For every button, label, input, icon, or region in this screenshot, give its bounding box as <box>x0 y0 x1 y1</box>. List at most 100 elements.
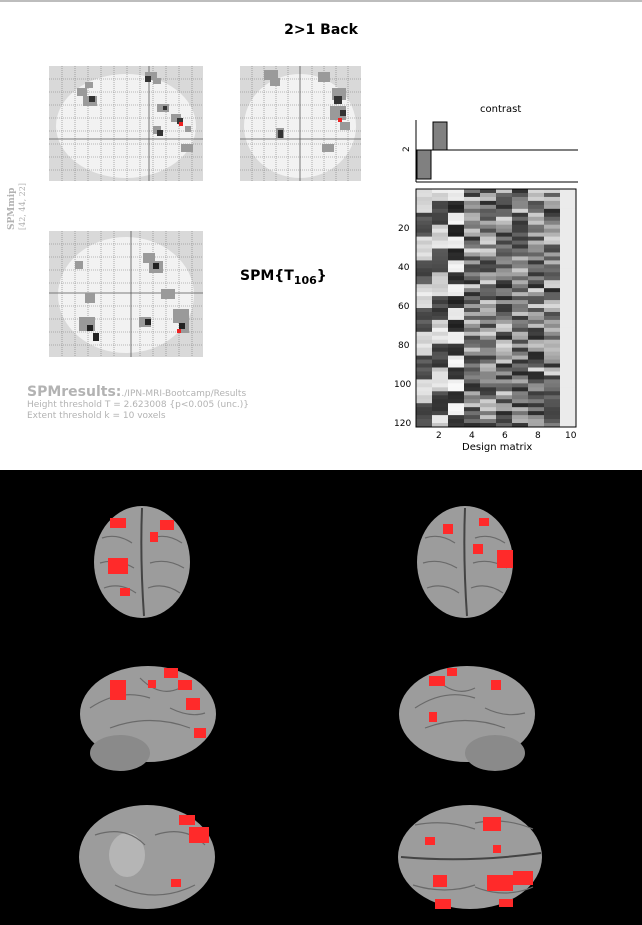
design-matrix-cell <box>432 407 449 412</box>
design-matrix-cell <box>480 204 497 210</box>
design-matrix-cell <box>560 292 577 297</box>
design-matrix-cell <box>528 331 545 337</box>
design-matrix-cell <box>464 240 481 246</box>
design-matrix-cell <box>448 311 465 317</box>
design-matrix-cell <box>464 276 481 281</box>
design-matrix-cell <box>544 260 561 265</box>
design-matrix-cell <box>528 415 545 420</box>
design-matrix-cell <box>416 204 433 210</box>
design-matrix-cell <box>416 244 433 249</box>
design-matrix-cell <box>512 240 529 246</box>
design-matrix-cell <box>480 331 497 337</box>
design-matrix-cell <box>432 383 449 388</box>
design-matrix-cell <box>464 383 481 388</box>
design-matrix-cell <box>432 308 449 313</box>
design-matrix-cell <box>448 240 465 246</box>
design-matrix-cell <box>480 260 497 265</box>
design-matrix-cell <box>480 411 497 416</box>
design-matrix-cell <box>496 292 513 297</box>
brain-render-icon <box>417 506 513 618</box>
design-matrix-cell <box>432 228 449 234</box>
design-matrix-cell <box>432 311 449 317</box>
design-matrix-cell <box>560 300 577 305</box>
design-matrix-cell <box>528 335 545 341</box>
design-matrix-cell <box>432 292 449 297</box>
design-matrix-cell <box>448 375 465 380</box>
design-matrix-cell <box>480 347 497 353</box>
design-matrix-cell <box>544 196 561 202</box>
design-matrix-cell <box>432 256 449 261</box>
design-matrix-cell <box>528 292 545 297</box>
design-matrix-cell <box>560 339 577 345</box>
design-matrix-cell <box>416 315 433 321</box>
design-matrix-cell <box>416 236 433 242</box>
design-matrix-cell <box>464 399 481 404</box>
design-matrix-cell <box>496 208 513 214</box>
design-matrix-cell <box>496 375 513 380</box>
design-matrix-cell <box>544 315 561 321</box>
design-matrix-cell <box>416 379 433 384</box>
design-matrix-cell <box>512 248 529 253</box>
design-matrix-cell <box>432 339 449 345</box>
design-matrix-cell <box>448 256 465 261</box>
design-matrix-cell <box>560 192 577 198</box>
design-matrix-cell <box>528 284 545 289</box>
design-matrix-cell <box>480 415 497 420</box>
design-matrix-cell <box>512 304 529 309</box>
dm-ytick: 100 <box>394 380 411 390</box>
design-matrix-cell <box>496 280 513 285</box>
design-matrix-cell <box>464 379 481 384</box>
design-matrix-cell <box>560 331 577 337</box>
design-matrix-cell <box>528 232 545 238</box>
results-label: SPMresults: <box>27 384 122 400</box>
design-matrix-cell <box>416 220 433 226</box>
design-matrix-cell <box>480 323 497 329</box>
design-matrix-cell <box>560 252 577 257</box>
design-matrix-cell <box>480 327 497 333</box>
contrast-ytick: 2 <box>402 146 412 152</box>
design-matrix-cell <box>512 355 529 361</box>
design-matrix-cell <box>448 196 465 202</box>
design-matrix-cell <box>464 208 481 214</box>
design-matrix-cell <box>544 240 561 246</box>
design-matrix-cell <box>448 232 465 238</box>
design-matrix-cell <box>512 232 529 238</box>
design-matrix-cell <box>432 399 449 404</box>
design-matrix-cell <box>496 200 513 206</box>
design-matrix-cell <box>560 212 577 218</box>
design-matrix-cell <box>416 192 433 198</box>
design-matrix-cell <box>416 331 433 337</box>
design-matrix-cell <box>432 419 449 424</box>
design-matrix-cell <box>496 244 513 249</box>
design-matrix-cell <box>544 296 561 301</box>
design-matrix-cell <box>448 339 465 345</box>
design-matrix-cell <box>432 284 449 289</box>
design-matrix-cell <box>560 395 577 400</box>
design-matrix-cell <box>496 371 513 376</box>
design-matrix-cell <box>528 256 545 261</box>
design-matrix-cell <box>544 189 561 194</box>
design-matrix-cell <box>512 252 529 257</box>
design-matrix-cell <box>464 351 481 357</box>
design-matrix-cell <box>512 395 529 400</box>
design-matrix-cell <box>512 224 529 230</box>
design-matrix-cell <box>464 260 481 265</box>
design-matrix-cell <box>560 335 577 341</box>
design-matrix-cell <box>432 296 449 301</box>
design-matrix-cell <box>448 244 465 249</box>
design-matrix-cell <box>432 224 449 230</box>
design-matrix-cell <box>464 363 481 368</box>
design-matrix-cell <box>512 236 529 242</box>
design-matrix-cell <box>480 252 497 257</box>
design-matrix-cell <box>448 371 465 376</box>
design-matrix-cell <box>432 240 449 246</box>
design-matrix-cell <box>544 403 561 408</box>
design-matrix-cell <box>544 232 561 238</box>
design-matrix-cell <box>480 284 497 289</box>
design-matrix-cell <box>480 216 497 222</box>
design-matrix-cell <box>560 399 577 404</box>
design-matrix-cell <box>512 351 529 357</box>
design-matrix-cell <box>528 351 545 357</box>
design-matrix-cell <box>512 407 529 412</box>
design-matrix-cell <box>416 335 433 341</box>
